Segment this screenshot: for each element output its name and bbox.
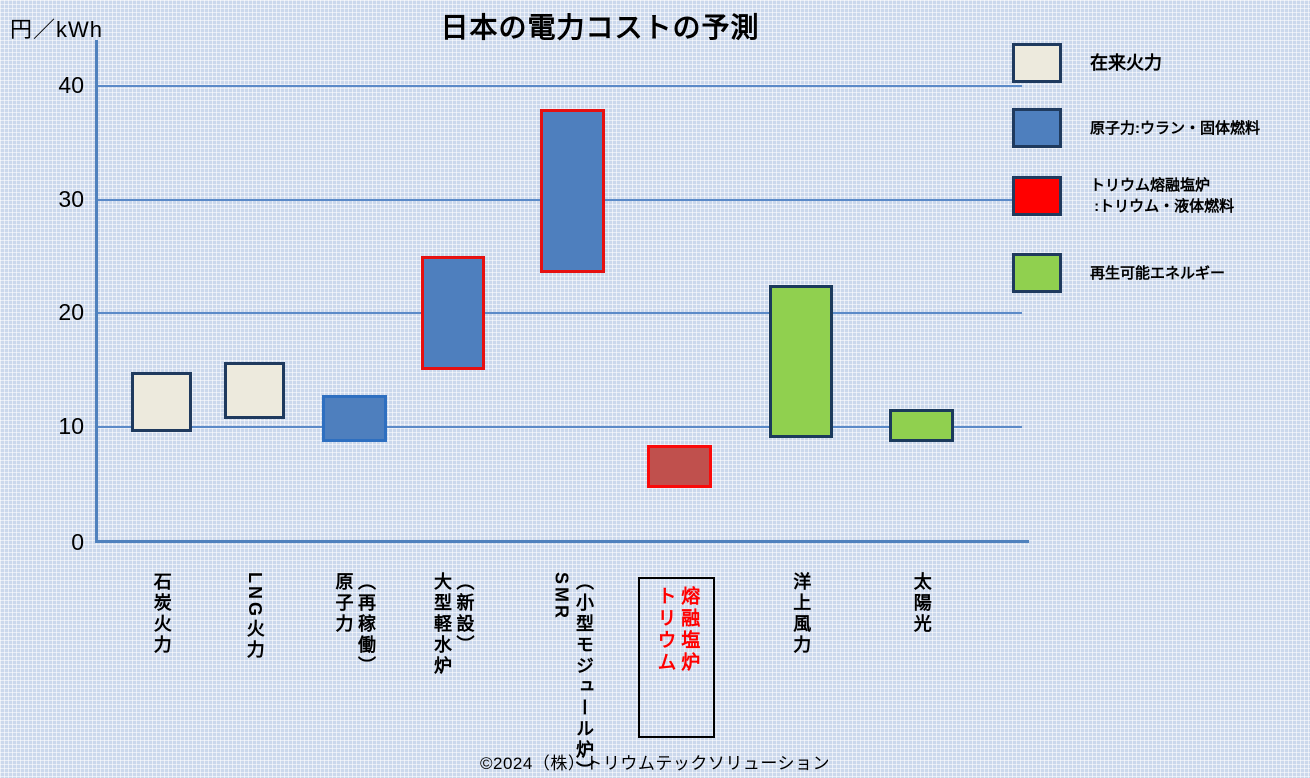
y-axis-line bbox=[95, 40, 98, 543]
thorium-label-box: トリウム 熔融塩炉 bbox=[638, 577, 715, 738]
legend-swatch bbox=[1012, 176, 1062, 216]
x-axis-label: トリウム 熔融塩炉 bbox=[654, 586, 700, 674]
bar bbox=[421, 256, 485, 370]
legend-item: 在来火力 bbox=[1012, 43, 1162, 83]
legend-item: 原子力:ウラン・固体燃料 bbox=[1012, 108, 1260, 148]
x-axis-label: 洋上風力 bbox=[791, 572, 812, 656]
bar bbox=[647, 444, 712, 488]
x-axis-label: SMR （小型モジュール炉） bbox=[551, 572, 595, 778]
y-tick-label: 10 bbox=[58, 412, 84, 439]
x-axis-label: 原子力 （再稼働） bbox=[333, 572, 377, 677]
bar bbox=[131, 372, 192, 433]
bar bbox=[322, 394, 387, 443]
chart-title: 日本の電力コストの予測 bbox=[440, 12, 760, 43]
legend-label: 再生可能エネルギー bbox=[1090, 264, 1226, 282]
legend-item: トリウム熔融塩炉 :トリウム・液体燃料 bbox=[1012, 175, 1234, 217]
legend-label: トリウム熔融塩炉 :トリウム・液体燃料 bbox=[1090, 177, 1235, 215]
bar bbox=[224, 361, 285, 419]
legend-label: 原子力:ウラン・固体燃料 bbox=[1090, 119, 1260, 137]
y-axis-unit-label: 円／kWh bbox=[10, 17, 104, 42]
legend-swatch bbox=[1012, 43, 1062, 83]
bar bbox=[769, 284, 833, 438]
y-tick-label: 40 bbox=[58, 72, 84, 98]
gridline-10 bbox=[97, 425, 1022, 428]
bar bbox=[540, 108, 605, 274]
x-axis-label: 太陽光 bbox=[911, 572, 932, 635]
x-axis-line bbox=[95, 540, 1029, 543]
legend-swatch bbox=[1012, 108, 1062, 148]
y-tick-label: 20 bbox=[58, 299, 84, 325]
bar bbox=[889, 409, 954, 443]
x-axis-label: LNG火力 bbox=[244, 572, 265, 661]
legend-swatch bbox=[1012, 253, 1062, 293]
x-axis-label: 大型軽水炉 （新設） bbox=[432, 572, 475, 677]
x-axis-label: 石炭火力 bbox=[151, 572, 172, 656]
gridline-40 bbox=[97, 85, 1022, 87]
legend-label: 在来火力 bbox=[1090, 52, 1162, 73]
legend-item: 再生可能エネルギー bbox=[1012, 253, 1225, 293]
gridline-20 bbox=[97, 312, 1022, 314]
y-tick-label: 30 bbox=[58, 185, 84, 212]
copyright-text: ©2024（株）トリウムテックソリューション bbox=[479, 754, 830, 773]
y-tick-label: 0 bbox=[71, 529, 84, 555]
